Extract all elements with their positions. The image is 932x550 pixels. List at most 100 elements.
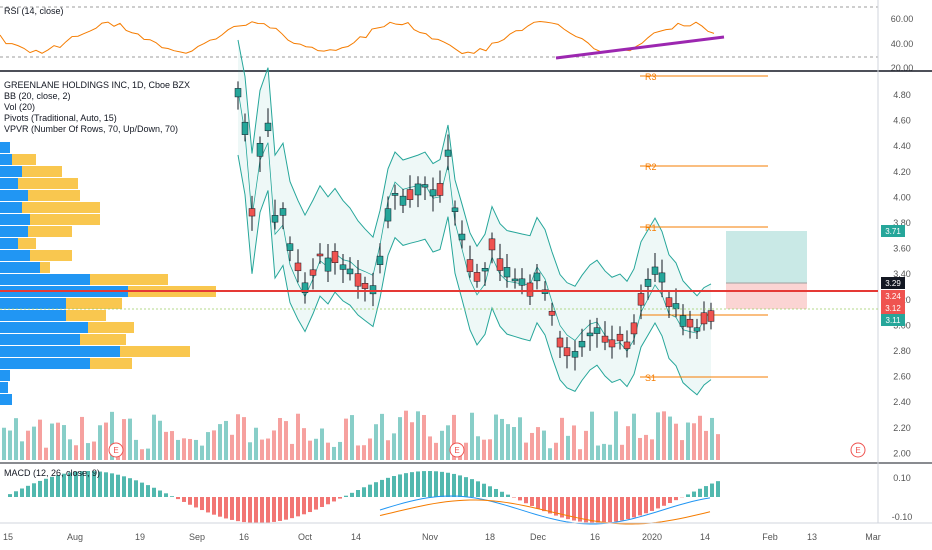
volume-bar (500, 418, 504, 460)
macd-bar (194, 497, 198, 508)
volume-bar (698, 415, 702, 460)
volume-bar (602, 443, 606, 460)
price-tag (881, 277, 905, 289)
macd-bar (74, 471, 78, 497)
macd-bar (434, 471, 438, 497)
vpvr-row-up (0, 250, 30, 261)
macd-bar (470, 479, 474, 497)
macd-bar (50, 476, 54, 497)
macd-bar (62, 473, 66, 497)
macd-bar (698, 488, 702, 497)
macd-bar (596, 497, 600, 523)
vpvr-row-down (40, 262, 50, 273)
vpvr-row-up (0, 214, 30, 225)
candle-body (248, 208, 256, 217)
legend[interactable]: GREENLANE HOLDINGS INC, 1D, Cboe BZX BB … (4, 80, 190, 134)
macd-bar (224, 497, 228, 519)
earnings-marker[interactable]: E (108, 442, 124, 458)
price-tag (881, 302, 905, 314)
volume-bar (254, 427, 258, 460)
volume-bar (308, 440, 312, 460)
volume-bar (218, 424, 222, 460)
volume-bar (320, 428, 324, 460)
macd-bar (44, 478, 48, 497)
macd-bar (602, 497, 606, 523)
candle-body (563, 347, 571, 357)
volume-bar (626, 426, 630, 460)
volume-bar (710, 417, 714, 460)
price-tag-label: 3.24 (885, 292, 901, 301)
take-profit-zone[interactable] (726, 231, 807, 283)
macd-bar (278, 497, 282, 521)
volume-bar (596, 445, 600, 460)
candle-body (421, 184, 429, 188)
candle-body (444, 149, 452, 157)
volume-bar (356, 445, 360, 460)
volume-bar (368, 438, 372, 460)
volume-bar (620, 444, 624, 460)
time-tick-label: 15 (3, 532, 13, 542)
candle-body (279, 208, 287, 216)
volume-bar (26, 430, 30, 460)
volume-bar (176, 439, 180, 460)
volume-bar (146, 448, 150, 460)
macd-bar (146, 485, 150, 497)
volume-bar (584, 430, 588, 460)
macd-bar (308, 497, 312, 513)
macd-bar (614, 497, 618, 522)
volume-bar (344, 418, 348, 460)
earnings-marker[interactable]: E (449, 442, 465, 458)
vpvr-row-down (80, 334, 126, 345)
price-tick-label: 2.60 (893, 372, 911, 382)
macd-bar (584, 497, 588, 523)
volume-bar (560, 417, 564, 460)
volume-bar (224, 420, 228, 460)
vpvr-row-up (0, 262, 40, 273)
macd-bar (20, 488, 24, 497)
macd-tick-0.10: 0.10 (893, 473, 911, 483)
price-axis[interactable]: 4.804.604.404.204.003.803.603.403.203.00… (893, 90, 911, 458)
price-tick-label: 2.80 (893, 346, 911, 356)
vpvr-row-down (22, 166, 62, 177)
volume-bar (152, 414, 156, 460)
macd-bar (158, 490, 162, 497)
earnings-marker[interactable]: E (850, 442, 866, 458)
macd-bar (266, 497, 270, 523)
volume-bar (314, 438, 318, 460)
macd-bar (704, 486, 708, 497)
rsi-tick-40: 40.00 (891, 39, 914, 49)
volume-bar (278, 417, 282, 460)
candle-body (458, 233, 466, 241)
macd-bar (98, 471, 102, 497)
candle-body (271, 215, 279, 223)
volume-bar (80, 416, 84, 460)
macd-bar (590, 497, 594, 523)
candle-body (637, 293, 645, 306)
stop-loss-zone[interactable] (726, 283, 807, 309)
macd-bar (14, 491, 18, 497)
volume-bar (74, 445, 78, 460)
price-tick-label: 2.00 (893, 448, 911, 458)
time-axis[interactable]: 15 Aug 19 Sep 16 Oct 14 Nov 18 Dec 16 2020 14 Feb 13 Ma… (3, 532, 881, 542)
macd-bar (650, 497, 654, 511)
macd-bar (320, 497, 324, 507)
rsi-trendline[interactable] (555, 35, 725, 60)
macd-tick--0.10: -0.10 (892, 512, 913, 522)
rsi-pane[interactable]: RSI (14, close) 60.00 40.00 20.00 (0, 6, 913, 73)
volume-bar (164, 431, 168, 460)
macd-pane[interactable]: MACD (12, 26, close, 9) 0.10 -0.10 (4, 468, 913, 525)
vpvr-row-down (12, 154, 36, 165)
main-pane[interactable]: R3 R2 R1 S1 GREENLANE HOLDINGS INC, 1D, … (0, 39, 911, 460)
long-position-tool[interactable] (726, 231, 807, 309)
vpvr-row-up (0, 202, 22, 213)
volume-bar (110, 411, 114, 460)
macd-bar (668, 497, 672, 504)
macd-bar (128, 478, 132, 497)
macd-bar (476, 481, 480, 497)
volume-bar (362, 445, 366, 460)
vpvr-row-down (22, 202, 100, 213)
volume-bar (440, 430, 444, 460)
macd-bar (248, 497, 252, 523)
volume-bar (20, 441, 24, 460)
